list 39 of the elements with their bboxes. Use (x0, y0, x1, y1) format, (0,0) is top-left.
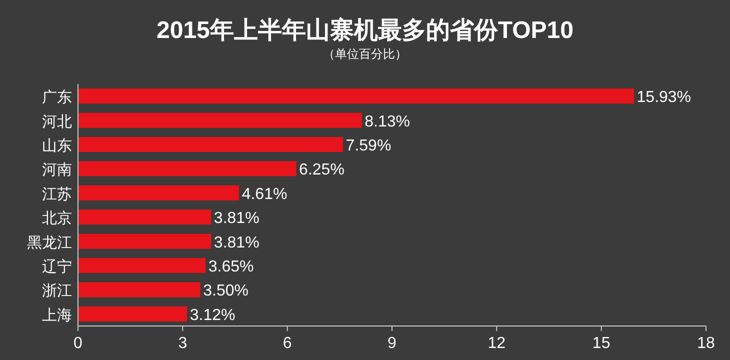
data-label: 3.50% (203, 282, 248, 300)
y-tick-label: 浙江 (42, 282, 72, 300)
y-tick-label: 辽宁 (42, 258, 72, 276)
data-label: 3.12% (190, 306, 236, 324)
data-label: 15.93% (636, 89, 692, 106)
y-tick-label: 黑龙江 (27, 234, 72, 252)
data-label: 3.81% (214, 234, 260, 252)
bar (78, 112, 362, 128)
bar (78, 282, 200, 298)
bar (78, 306, 188, 322)
y-tick-label: 江苏 (42, 186, 72, 203)
data-label: 7.59% (346, 138, 392, 154)
data-label: 3.65% (208, 258, 254, 276)
bar (78, 161, 296, 176)
x-tick-label: 12 (488, 335, 506, 352)
data-label: 4.61% (242, 186, 288, 203)
y-tick-label: 河北 (42, 113, 72, 130)
x-tick-label: 6 (282, 335, 292, 352)
data-label: 6.25% (299, 162, 344, 179)
y-tick-label: 广东 (42, 89, 72, 106)
x-tick-label: 3 (178, 335, 188, 352)
data-label: 3.81% (214, 210, 260, 228)
y-tick-label: 河南 (42, 162, 72, 179)
data-label: 8.13% (364, 113, 410, 130)
chart-subtitle: （单位百分比） (323, 47, 407, 61)
x-tick-label: 15 (592, 335, 610, 352)
bar (78, 136, 344, 152)
x-tick-label: 18 (697, 335, 715, 352)
y-tick-label: 山东 (42, 138, 72, 154)
bar (78, 210, 212, 225)
bar (78, 88, 634, 104)
chart-title: 2015年上半年山寨机最多的省份TOP10 (156, 17, 574, 44)
x-tick-label: 9 (388, 335, 397, 352)
x-tick-label: 0 (74, 335, 83, 352)
bar (78, 234, 212, 249)
y-tick-label: 上海 (42, 306, 72, 324)
bar (78, 185, 240, 200)
bar (78, 258, 206, 274)
y-tick-label: 北京 (42, 210, 72, 228)
